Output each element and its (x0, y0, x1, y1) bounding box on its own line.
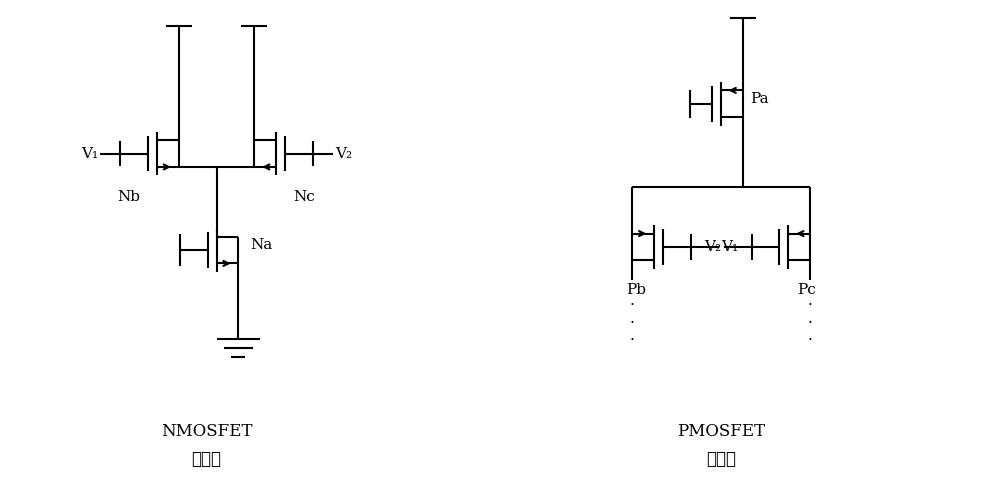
Text: NMOSFET: NMOSFET (161, 423, 252, 441)
Text: Pb: Pb (626, 283, 646, 297)
Text: Nc: Nc (293, 190, 315, 204)
Text: ·
·
·: · · · (630, 298, 635, 348)
Text: Pa: Pa (751, 92, 769, 106)
Text: 输入对: 输入对 (706, 450, 736, 468)
Text: V₂: V₂ (335, 147, 352, 160)
Text: 输入对: 输入对 (192, 450, 222, 468)
Text: ·
·
·: · · · (808, 298, 813, 348)
Text: Nb: Nb (117, 190, 140, 204)
Text: PMOSFET: PMOSFET (677, 423, 765, 441)
Text: V₁: V₁ (721, 240, 738, 254)
Text: Na: Na (250, 238, 273, 252)
Text: Pc: Pc (797, 283, 816, 297)
Text: V₁: V₁ (81, 147, 98, 160)
Text: V₂: V₂ (705, 240, 722, 254)
